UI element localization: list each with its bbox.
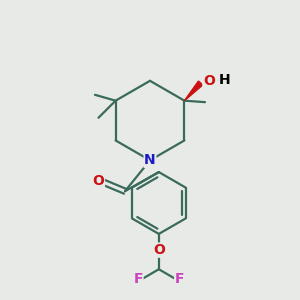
Text: -: - (217, 74, 222, 87)
Text: O: O (203, 74, 215, 88)
Text: O: O (92, 174, 104, 188)
Text: N: N (144, 153, 156, 167)
Text: F: F (175, 272, 184, 286)
Text: H: H (219, 73, 231, 87)
Text: O: O (153, 243, 165, 257)
Text: F: F (134, 272, 143, 286)
Polygon shape (184, 81, 203, 101)
